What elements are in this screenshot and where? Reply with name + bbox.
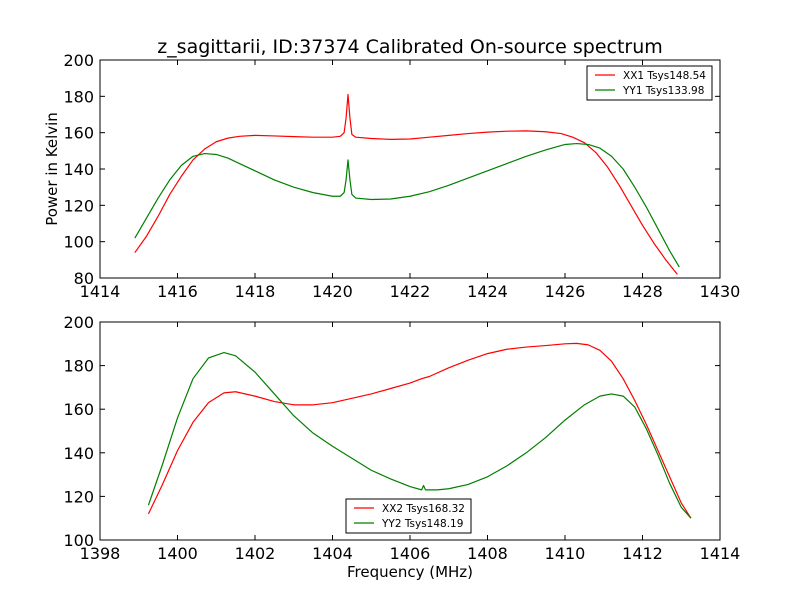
bottom-y-tick-label: 140 bbox=[63, 444, 94, 463]
top-legend-label-1: XX1 Tsys148.54 bbox=[623, 70, 706, 82]
bottom-legend-label-2: YY2 Tsys148.19 bbox=[381, 518, 463, 530]
bottom-x-tick-label: 1406 bbox=[390, 544, 431, 563]
top-x-tick-label: 1430 bbox=[700, 282, 741, 301]
top-legend: XX1 Tsys148.54 YY1 Tsys133.98 bbox=[586, 65, 713, 101]
top-x-tick-label: 1416 bbox=[157, 282, 198, 301]
bottom-legend-label-1: XX2 Tsys168.32 bbox=[382, 503, 465, 515]
bottom-x-tick-label: 1408 bbox=[467, 544, 508, 563]
top-y-tick-label: 160 bbox=[63, 124, 94, 143]
bottom-x-tick-label: 1414 bbox=[700, 544, 741, 563]
bottom-series-line-2 bbox=[147, 351, 692, 519]
top-y-tick-label: 120 bbox=[63, 196, 94, 215]
top-legend-box bbox=[586, 65, 713, 101]
bottom-legend-box bbox=[345, 498, 472, 534]
bottom-x-axis-label: Frequency (MHz) bbox=[347, 563, 473, 581]
top-x-tick-label: 1426 bbox=[545, 282, 586, 301]
top-x-tick-label: 1414 bbox=[80, 282, 121, 301]
bottom-x-tick-label: 1402 bbox=[235, 544, 276, 563]
bottom-legend: XX2 Tsys168.32 YY2 Tsys148.19 bbox=[345, 498, 472, 534]
bottom-plot: 1398 1400 1402 1404 1406 1408 1410 1412 1414 100 1… bbox=[63, 313, 740, 563]
top-y-axis-label: Power in Kelvin bbox=[43, 112, 61, 226]
bottom-y-tick-label: 120 bbox=[63, 487, 94, 506]
bottom-y-tick-label: 180 bbox=[63, 357, 94, 376]
top-y-tick-label: 180 bbox=[63, 87, 94, 106]
top-x-tick-label: 1418 bbox=[235, 282, 276, 301]
top-x-tick-label: 1422 bbox=[390, 282, 431, 301]
top-x-tick-label: 1428 bbox=[622, 282, 663, 301]
top-y-tick-label: 200 bbox=[63, 51, 94, 70]
top-series-line-1 bbox=[134, 93, 678, 275]
bottom-y-tick-label: 160 bbox=[63, 400, 94, 419]
top-legend-label-2: YY1 Tsys133.98 bbox=[622, 85, 704, 97]
top-y-tick-label: 80 bbox=[74, 269, 94, 288]
bottom-y-tick-label: 100 bbox=[63, 531, 94, 550]
bottom-x-tick-label: 1400 bbox=[157, 544, 198, 563]
bottom-series-line-1 bbox=[147, 342, 692, 519]
bottom-x-tick-label: 1412 bbox=[622, 544, 663, 563]
top-x-tick-label: 1424 bbox=[467, 282, 508, 301]
top-y-tick-label: 100 bbox=[63, 233, 94, 252]
bottom-x-tick-label: 1404 bbox=[312, 544, 353, 563]
bottom-x-tick-label: 1410 bbox=[545, 544, 586, 563]
top-plot: 1414 1416 1418 1420 1422 1424 1426 1428 1430 80 10… bbox=[63, 51, 740, 301]
top-y-tick-label: 140 bbox=[63, 160, 94, 179]
top-x-tick-label: 1420 bbox=[312, 282, 353, 301]
top-series-line-2 bbox=[134, 142, 680, 268]
bottom-y-tick-label: 200 bbox=[63, 313, 94, 332]
bottom-x-tick-label: 1398 bbox=[80, 544, 121, 563]
chart-title: z_sagittarii, ID:37374 Calibrated On-sou… bbox=[157, 36, 663, 58]
